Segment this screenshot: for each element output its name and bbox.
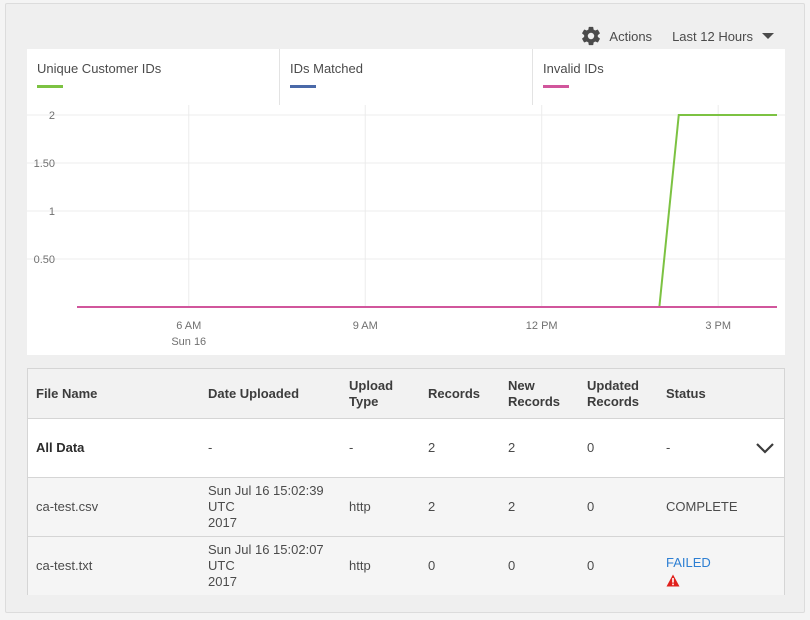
table-header-row: File Name Date Uploaded Upload Type Recor… [28, 369, 784, 419]
chevron-down-icon[interactable] [755, 441, 775, 455]
cell-status: - [666, 440, 671, 455]
column-header-records[interactable]: Records [428, 385, 481, 401]
table-row-all-data[interactable]: All Data - - 2 2 0 - [28, 419, 784, 478]
cell-date-uploaded: - [208, 440, 213, 455]
line-chart: 0.50 1 1.50 2 6 AM Sun 16 9 AM 12 PM 3 PM [27, 105, 785, 355]
column-header-updated-records[interactable]: Updated Records [587, 377, 640, 409]
column-header-date-uploaded[interactable]: Date Uploaded [208, 385, 300, 401]
table-row[interactable]: ca-test.csv Sun Jul 16 15:02:39 UTC 2017 … [28, 478, 784, 537]
cell-status: FAILED [658, 545, 738, 587]
column-header-new-records[interactable]: New Records [508, 377, 561, 409]
time-range-dropdown[interactable]: Last 12 Hours [672, 29, 774, 44]
legend-item-ids-matched[interactable]: IDs Matched [280, 49, 533, 105]
cell-records: 0 [428, 558, 436, 573]
chart-legend: Unique Customer IDs IDs Matched Invalid … [27, 49, 785, 105]
column-header-upload-type[interactable]: Upload Type [349, 377, 394, 409]
dashboard-panel: Actions Last 12 Hours Unique Customer ID… [5, 3, 805, 613]
column-header-file-name[interactable]: File Name [36, 385, 98, 401]
y-tick-label: 0.50 [34, 254, 55, 266]
gear-icon[interactable] [580, 25, 602, 47]
cell-updated-records: 0 [587, 499, 595, 514]
cell-upload-type: http [349, 558, 371, 573]
table-row[interactable]: ca-test.txt Sun Jul 16 15:02:07 UTC 2017 … [28, 537, 784, 595]
cell-new-records: 2 [508, 499, 516, 514]
cell-updated-records: 0 [587, 440, 595, 455]
legend-label: Unique Customer IDs [37, 61, 162, 76]
cell-records: 2 [428, 440, 436, 455]
x-tick-label: 9 AM [353, 320, 378, 332]
legend-swatch [543, 85, 569, 88]
cell-updated-records: 0 [587, 558, 595, 573]
y-tick-label: 1.50 [34, 158, 55, 170]
line-chart-svg: 0.50 1 1.50 2 6 AM Sun 16 9 AM 12 PM 3 PM [27, 105, 785, 348]
x-tick-label: 6 AM [176, 320, 201, 332]
y-tick-label: 1 [49, 206, 55, 218]
caret-down-icon [762, 33, 774, 39]
cell-new-records: 0 [508, 558, 516, 573]
legend-label: Invalid IDs [543, 61, 604, 76]
cell-file-name: ca-test.csv [36, 499, 99, 514]
warning-icon [666, 574, 680, 587]
uploads-table: File Name Date Uploaded Upload Type Recor… [27, 368, 785, 595]
legend-item-unique-customer-ids[interactable]: Unique Customer IDs [27, 49, 280, 105]
column-header-status[interactable]: Status [666, 385, 706, 401]
toolbar: Actions Last 12 Hours [580, 25, 774, 47]
legend-label: IDs Matched [290, 61, 363, 76]
x-tick-label: 3 PM [705, 320, 731, 332]
cell-date-uploaded: Sun Jul 16 15:02:07 UTC 2017 [208, 542, 324, 589]
cell-records: 2 [428, 499, 436, 514]
cell-upload-type: - [349, 440, 354, 455]
cell-status: COMPLETE [666, 499, 738, 514]
cell-upload-type: http [349, 499, 371, 514]
cell-new-records: 2 [508, 440, 516, 455]
y-tick-label: 2 [49, 110, 55, 122]
x-tick-label: 12 PM [526, 320, 558, 332]
cell-file-name: All Data [36, 440, 85, 455]
legend-swatch [290, 85, 316, 88]
legend-swatch [37, 85, 63, 88]
cell-file-name: ca-test.txt [36, 558, 93, 573]
time-range-label: Last 12 Hours [672, 28, 753, 44]
legend-item-invalid-ids[interactable]: Invalid IDs [533, 49, 785, 105]
actions-menu-button[interactable]: Actions [609, 28, 653, 44]
x-tick-sublabel: Sun 16 [171, 336, 206, 348]
status-failed-link[interactable]: FAILED [666, 555, 711, 570]
cell-date-uploaded: Sun Jul 16 15:02:39 UTC 2017 [208, 483, 324, 530]
